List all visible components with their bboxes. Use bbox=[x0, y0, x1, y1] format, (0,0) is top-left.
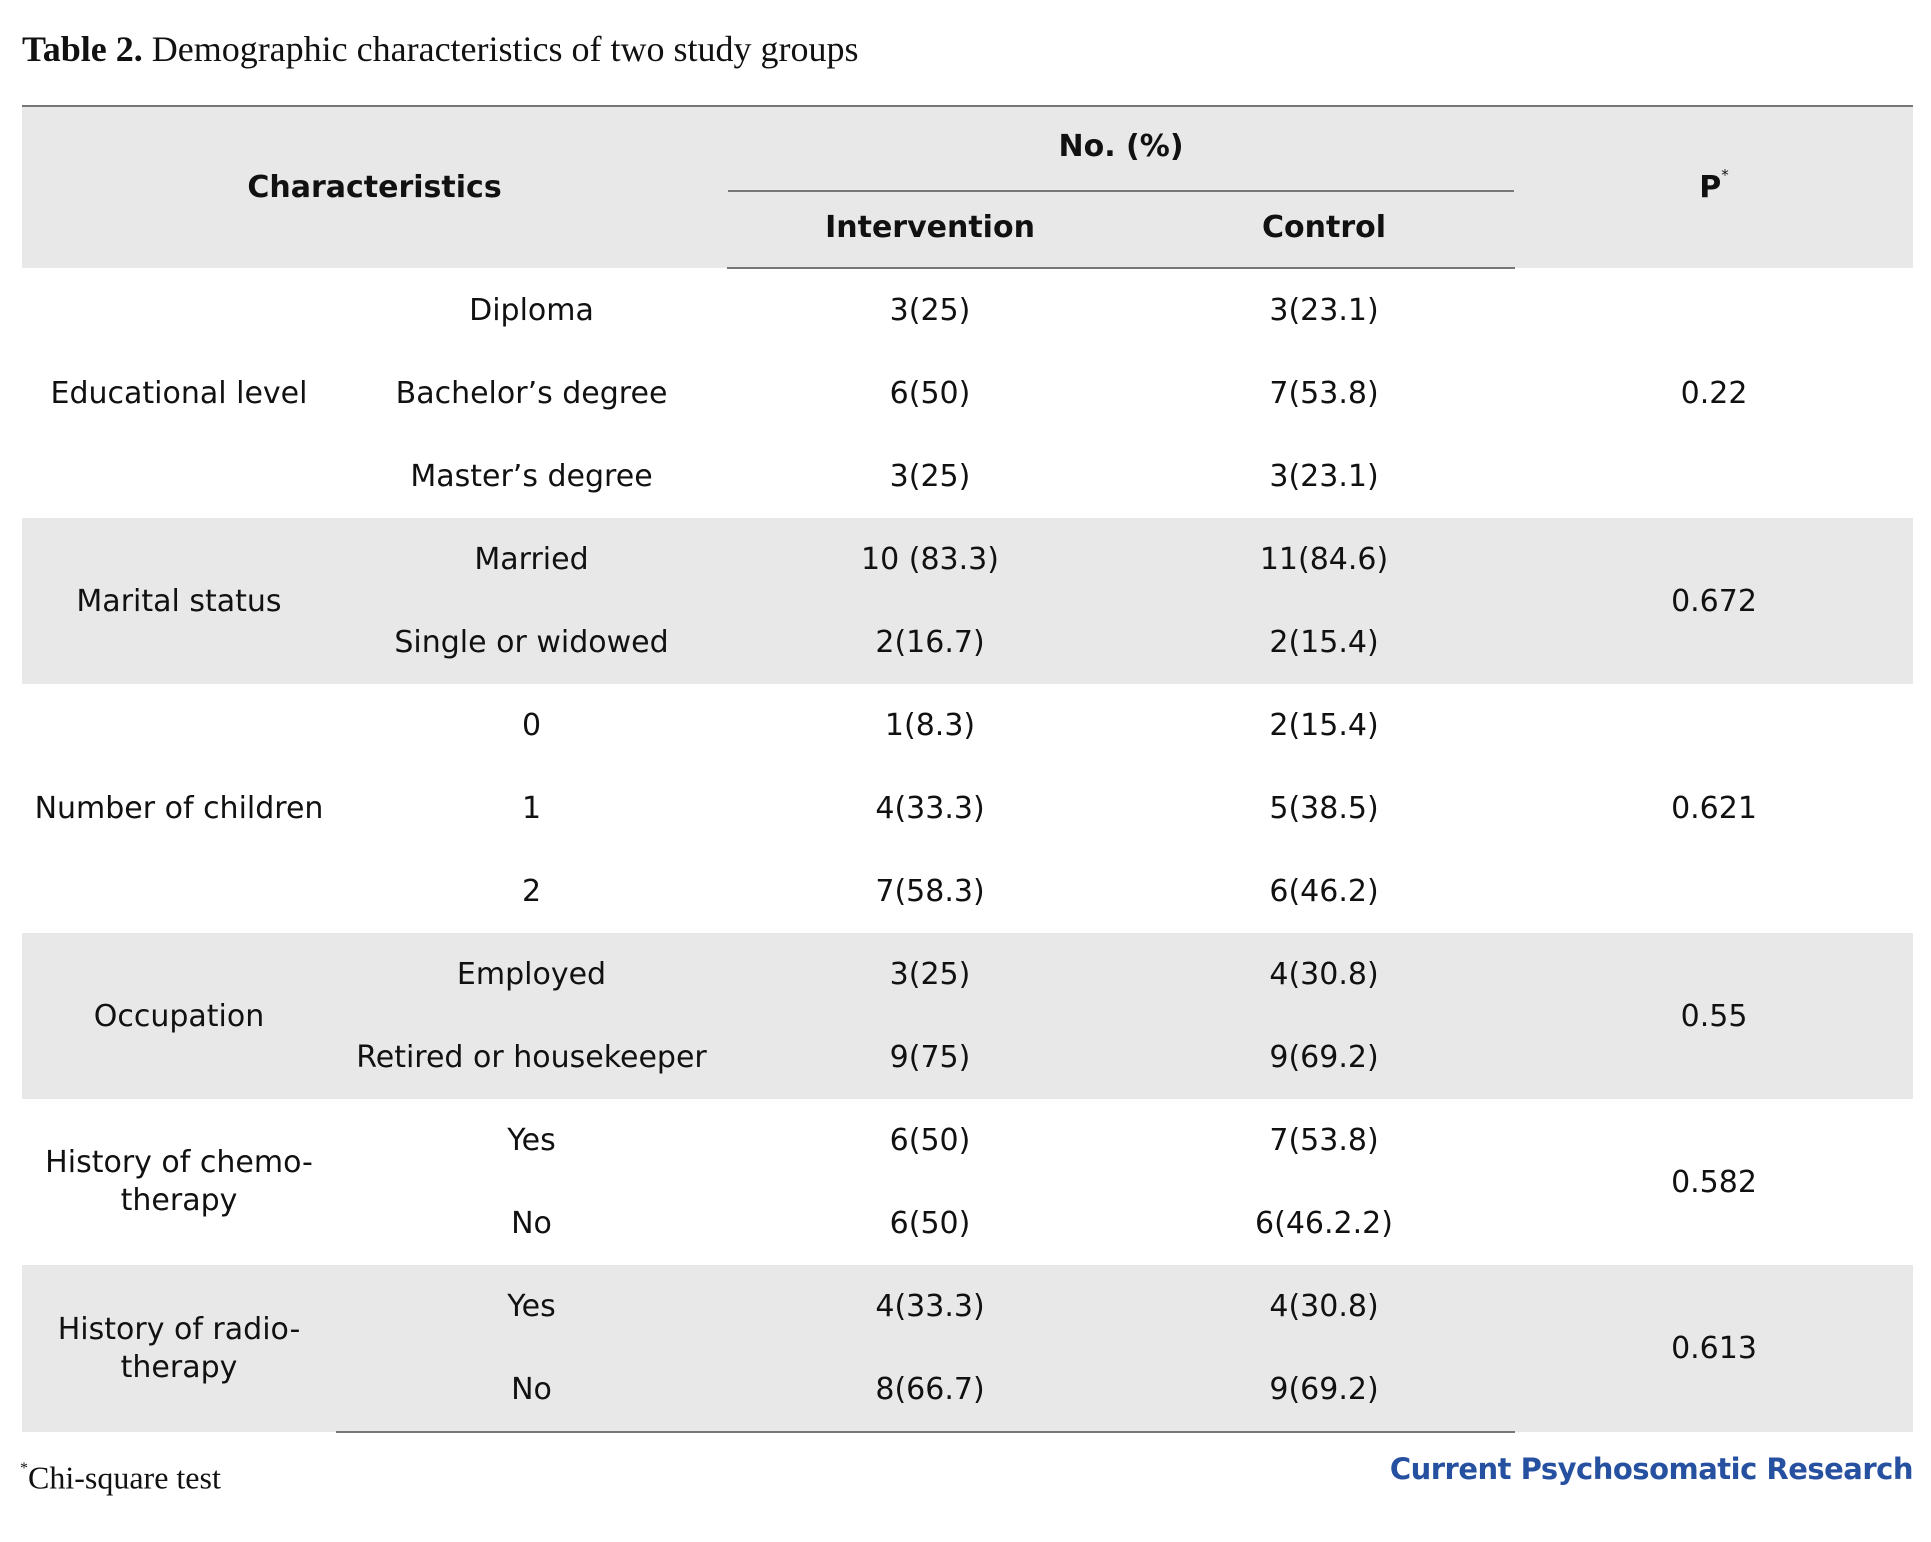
control-cell: 4(30.8) bbox=[1133, 1265, 1516, 1348]
control-cell: 4(30.8) bbox=[1133, 933, 1516, 1016]
group-history-of-chemotherapy: History of chemo-therapy Yes 6(50) 7(53.… bbox=[22, 1099, 1913, 1265]
group-educational-level: Educational level Diploma 3(25) 3(23.1) … bbox=[22, 268, 1913, 518]
group-history-of-radiotherapy: History of radio-therapy Yes 4(33.3) 4(3… bbox=[22, 1265, 1914, 1433]
category-cell: Married bbox=[336, 518, 728, 601]
table-row: No 8(66.7) 9(69.2) bbox=[22, 1348, 1913, 1433]
table-row: 1 4(33.3) 5(38.5) bbox=[22, 767, 1913, 850]
table-label: Table 2. bbox=[22, 29, 143, 69]
category-cell: Yes bbox=[507, 1123, 556, 1158]
header-characteristics: Characteristics bbox=[22, 105, 728, 268]
footnote-text: Chi-square test bbox=[28, 1459, 221, 1496]
intervention-cell: 6(50) bbox=[889, 376, 971, 411]
intervention-cell: 8(66.7) bbox=[727, 1348, 1134, 1433]
group-label: Number of children bbox=[34, 791, 324, 826]
intervention-cell: 3(25) bbox=[727, 933, 1134, 1016]
intervention-cell: 1(8.3) bbox=[884, 708, 976, 743]
table-row: Single or widowed 2(16.7) 2(15.4) bbox=[22, 601, 1913, 684]
p-value-cell: 0.582 bbox=[1671, 1164, 1757, 1200]
header-intervention: Intervention bbox=[727, 188, 1134, 269]
control-cell: 3(23.1) bbox=[1269, 293, 1379, 328]
table-header: Characteristics No. (%) P* Intervention … bbox=[22, 105, 1914, 269]
demographics-table: Characteristics No. (%) P* Intervention … bbox=[22, 105, 1914, 1433]
p-value-cell: 0.621 bbox=[1671, 791, 1757, 826]
header-control: Control bbox=[1133, 188, 1516, 269]
group-label: Educational level bbox=[50, 375, 308, 411]
p-value-cell: 0.22 bbox=[1680, 375, 1748, 411]
table-row: Occupation Employed 3(25) 4(30.8) 0.55 bbox=[22, 933, 1914, 1099]
table-row: Master’s degree 3(25) 3(23.1) bbox=[22, 435, 1913, 518]
table-row: History of radio-therapy Yes 4(33.3) 4(3… bbox=[22, 1265, 1914, 1432]
category-cell: 1 bbox=[521, 791, 542, 826]
category-cell: 2 bbox=[521, 874, 542, 909]
group-occupation: Occupation Employed 3(25) 4(30.8) 0.55 R… bbox=[22, 933, 1914, 1099]
header-divider bbox=[728, 190, 1515, 192]
group-label-line: History of radio- bbox=[57, 1311, 301, 1347]
category-cell: Diploma bbox=[469, 292, 594, 328]
category-cell: Bachelor’s degree bbox=[395, 376, 668, 411]
group-label: History of radio-therapy bbox=[22, 1265, 336, 1432]
table-row: 2 7(58.3) 6(46.2) bbox=[22, 850, 1913, 933]
group-label-line: therapy bbox=[120, 1183, 238, 1218]
table-caption: Table 2. Demographic characteristics of … bbox=[22, 26, 859, 72]
table-row: History of chemo-therapy Yes 6(50) 7(53.… bbox=[22, 1099, 1913, 1218]
journal-name: Current Psychosomatic Research bbox=[1389, 1452, 1914, 1486]
control-cell: 7(53.8) bbox=[1269, 1123, 1379, 1158]
intervention-cell: 4(33.3) bbox=[727, 1265, 1134, 1348]
control-cell: 7(53.8) bbox=[1269, 376, 1379, 411]
intervention-cell: 2(16.7) bbox=[727, 601, 1134, 684]
table-row: No 6(50) 6(46.2.2) bbox=[22, 1182, 1913, 1265]
header-no-pct: No. (%) bbox=[727, 105, 1516, 192]
table-title: Demographic characteristics of two study… bbox=[151, 29, 859, 69]
table-row: Number of children 0 1(8.3) 2(15.4) 0.62… bbox=[22, 684, 1913, 826]
p-value-cell: 0.55 bbox=[1515, 933, 1914, 1099]
category-cell: Yes bbox=[336, 1265, 728, 1348]
p-value-cell: 0.672 bbox=[1515, 518, 1914, 684]
group-label: History of chemo-therapy bbox=[22, 1099, 336, 1265]
intervention-cell: 10 (83.3) bbox=[727, 518, 1134, 601]
table-row: Educational level Diploma 3(25) 3(23.1) … bbox=[22, 268, 1913, 411]
header-p-mark: * bbox=[1721, 166, 1729, 184]
control-cell: 2(15.4) bbox=[1269, 708, 1379, 743]
group-marital-status: Marital status Married 10 (83.3) 11(84.6… bbox=[22, 518, 1914, 684]
group-number-of-children: Number of children 0 1(8.3) 2(15.4) 0.62… bbox=[22, 684, 1913, 933]
group-label: Marital status bbox=[22, 518, 336, 684]
control-cell: 11(84.6) bbox=[1133, 518, 1516, 601]
table-row: Marital status Married 10 (83.3) 11(84.6… bbox=[22, 518, 1914, 684]
header-p: P* bbox=[1515, 105, 1914, 268]
table-row: Bachelor’s degree 6(50) 7(53.8) bbox=[22, 352, 1913, 435]
intervention-cell: 9(75) bbox=[727, 1016, 1134, 1099]
header-p-label: P bbox=[1699, 170, 1722, 205]
category-cell: No bbox=[511, 1206, 552, 1241]
table-footnote: *Chi-square test bbox=[20, 1453, 221, 1498]
control-cell: 5(38.5) bbox=[1269, 791, 1379, 826]
intervention-cell: 3(25) bbox=[889, 459, 971, 494]
control-cell: 6(46.2.2) bbox=[1255, 1206, 1393, 1241]
category-cell: 0 bbox=[521, 708, 542, 743]
intervention-cell: 3(25) bbox=[889, 293, 971, 328]
control-cell: 9(69.2) bbox=[1133, 1016, 1516, 1099]
header-no-pct-label: No. (%) bbox=[1058, 129, 1184, 164]
control-cell: 6(46.2) bbox=[1269, 874, 1379, 909]
control-cell: 2(15.4) bbox=[1133, 601, 1516, 684]
category-cell: No bbox=[336, 1348, 728, 1433]
group-label: Occupation bbox=[22, 933, 336, 1099]
category-cell: Master’s degree bbox=[410, 459, 653, 494]
category-cell: Retired or housekeeper bbox=[336, 1016, 728, 1099]
table-row: Retired or housekeeper 9(75) 9(69.2) bbox=[22, 1016, 1913, 1099]
p-value-cell: 0.613 bbox=[1515, 1265, 1914, 1432]
group-label-line: therapy bbox=[120, 1349, 238, 1385]
control-cell: 3(23.1) bbox=[1269, 459, 1379, 494]
group-label-line: History of chemo- bbox=[45, 1145, 313, 1180]
category-cell: Single or widowed bbox=[336, 601, 728, 684]
category-cell: Employed bbox=[336, 933, 728, 1016]
intervention-cell: 7(58.3) bbox=[875, 874, 985, 909]
control-cell: 9(69.2) bbox=[1133, 1348, 1516, 1433]
intervention-cell: 6(50) bbox=[889, 1206, 971, 1241]
intervention-cell: 6(50) bbox=[889, 1123, 971, 1158]
footnote-mark: * bbox=[20, 1460, 28, 1477]
intervention-cell: 4(33.3) bbox=[875, 791, 985, 826]
